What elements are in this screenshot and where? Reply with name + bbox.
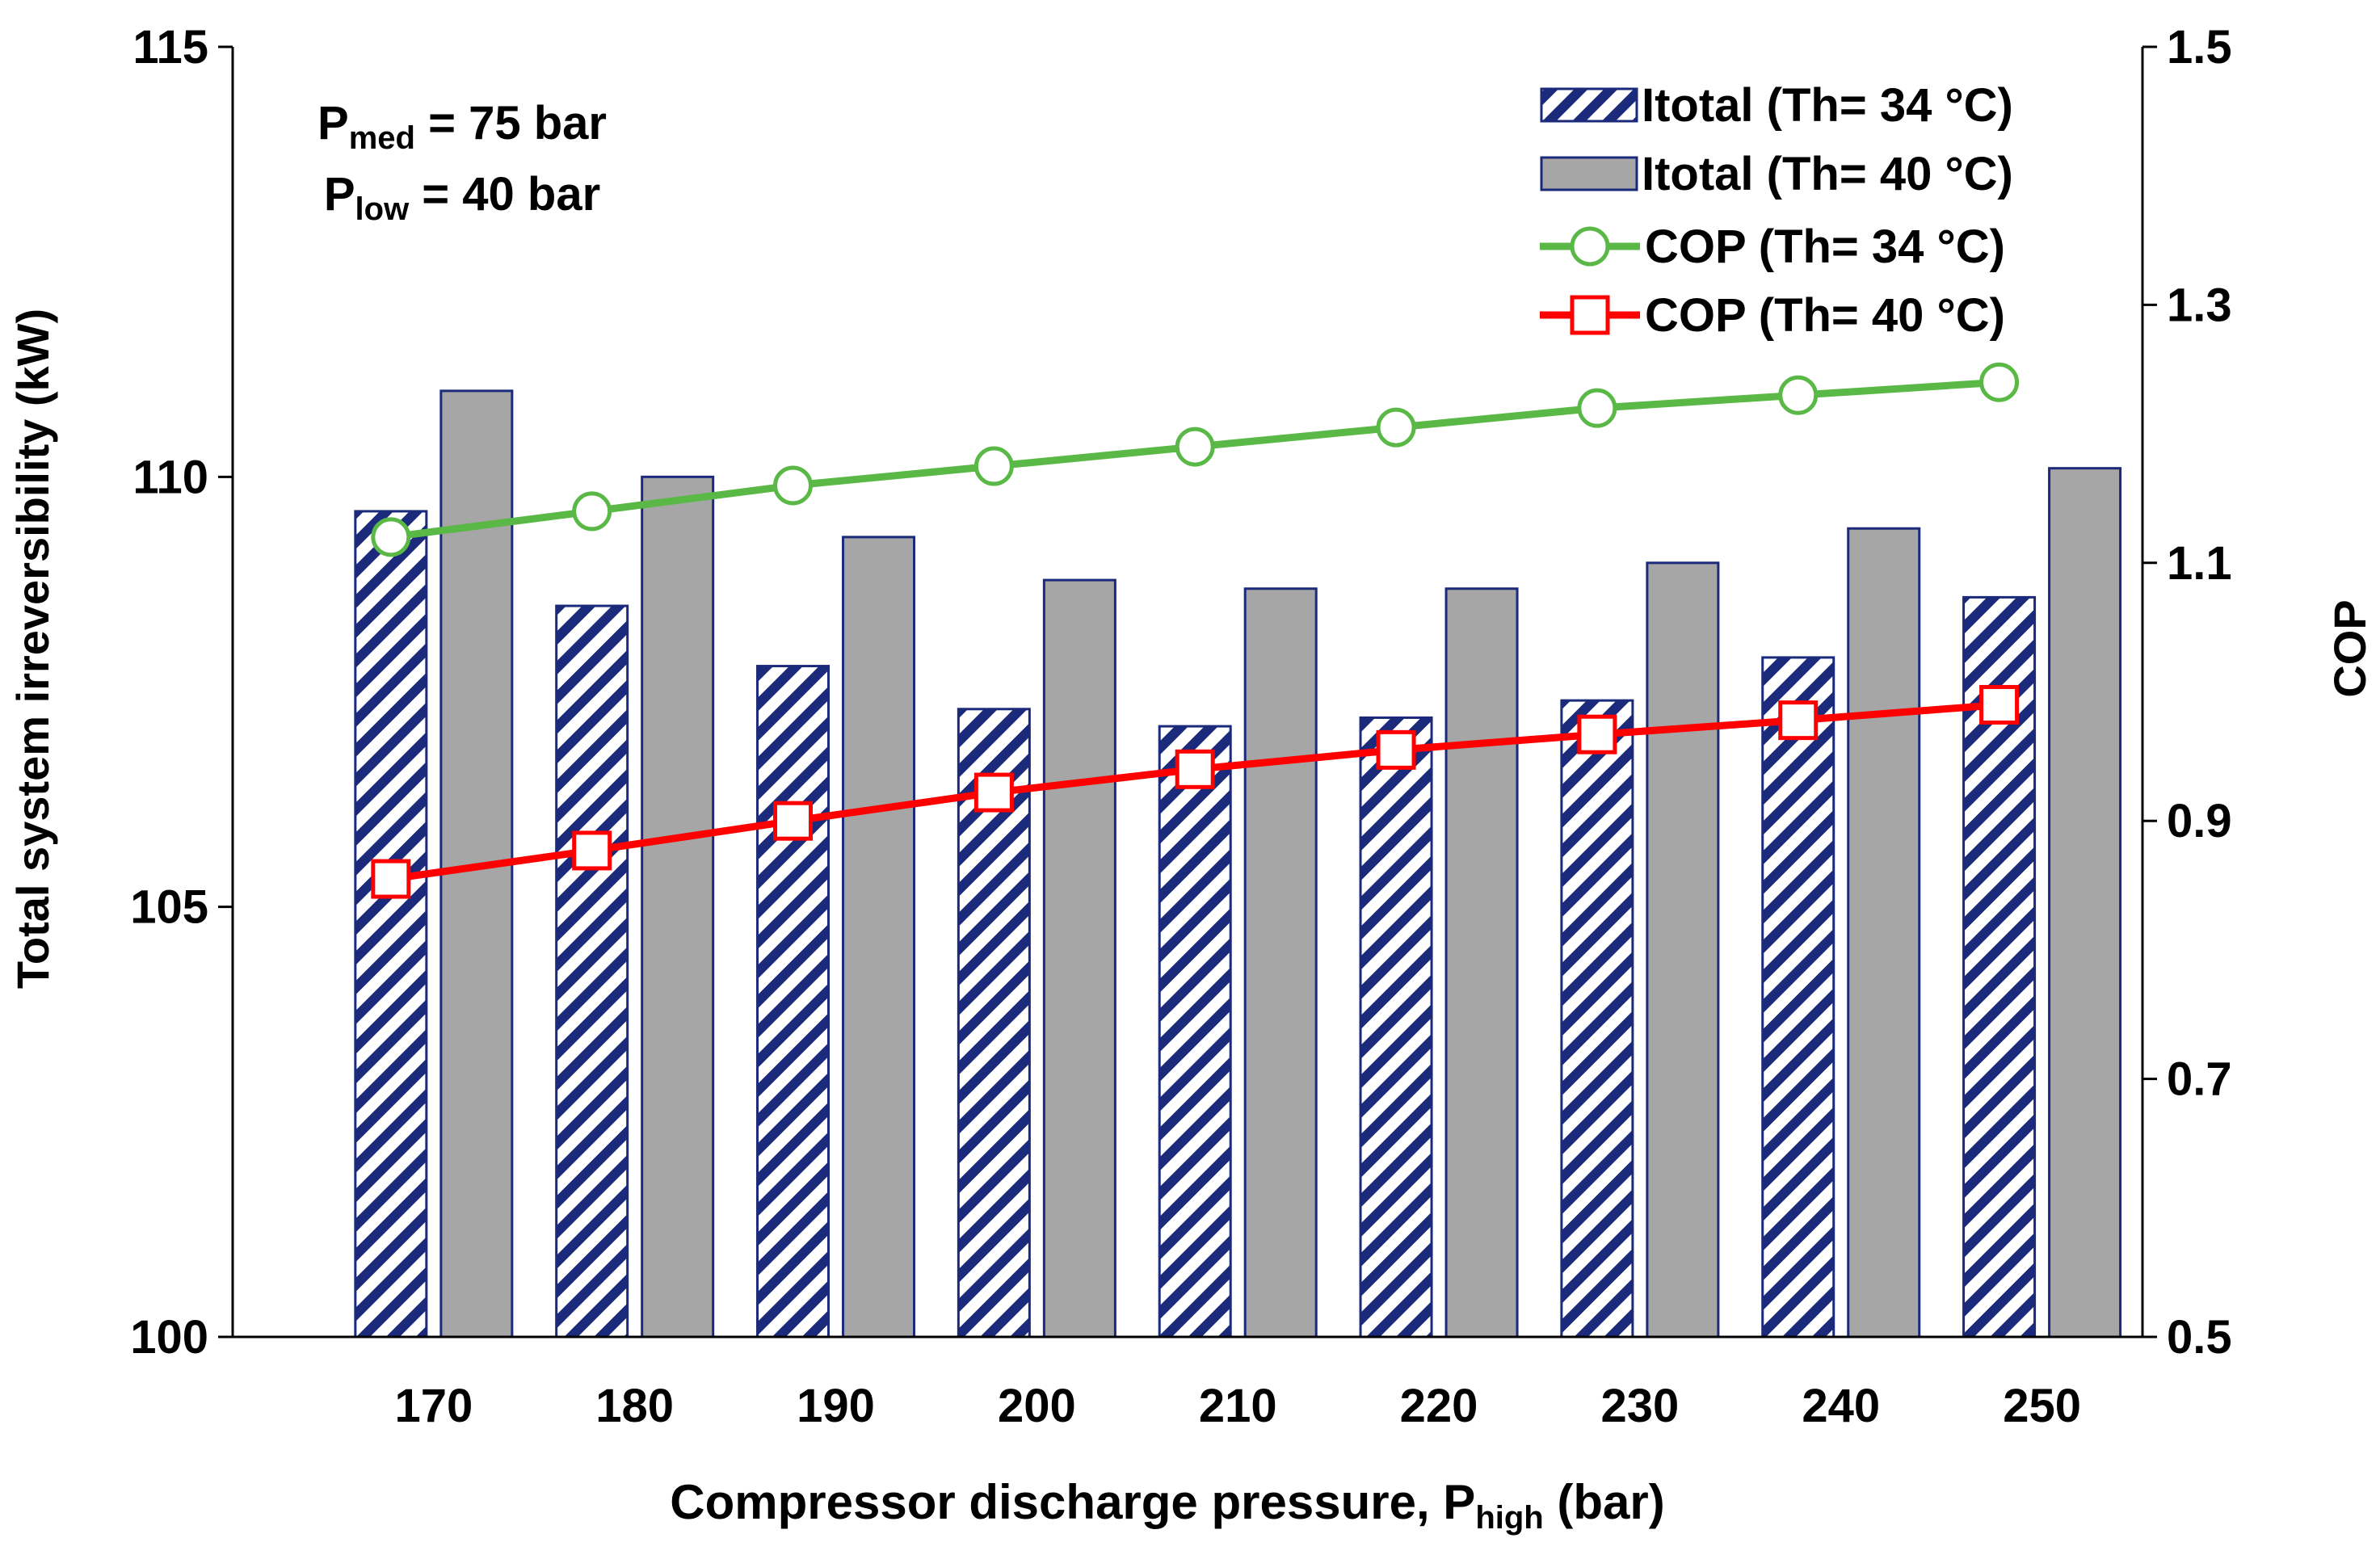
legend-label-itotal-40: Itotal (Th= 40 °C) (1642, 148, 2013, 200)
x-tick-250: 250 (2003, 1380, 2081, 1432)
x-tick-180: 180 (595, 1380, 674, 1432)
bar-itotal-40-230 (1646, 561, 1720, 1339)
y-right-tick-0.9: 0.9 (2167, 795, 2232, 847)
bars-itotal-40 (439, 389, 2122, 1339)
legend-marker-cop-40 (1570, 295, 1610, 335)
point-cop-34-170 (371, 517, 411, 557)
legend-swatch-itotal-40 (1540, 156, 1638, 191)
axes (218, 45, 2157, 1339)
bar-itotal-34-230 (1560, 699, 1634, 1339)
bar-itotal-40-250 (2048, 467, 2122, 1339)
y-left-tick-105: 105 (130, 881, 208, 934)
x-tick-220: 220 (1400, 1380, 1478, 1432)
pressure-annotation: Pmed = 75 bar Plow = 40 bar (317, 97, 607, 227)
bar-itotal-40-210 (1243, 587, 1318, 1339)
point-cop-40-180 (572, 830, 612, 871)
point-cop-34-250 (1979, 362, 2020, 402)
bar-itotal-34-180 (555, 604, 629, 1339)
point-cop-40-200 (973, 772, 1014, 813)
y-right-tick-1.1: 1.1 (2167, 537, 2232, 590)
y-right-tick-1.3: 1.3 (2167, 279, 2232, 331)
x-axis-title: Compressor discharge pressure, Phigh (ba… (670, 1475, 1664, 1536)
tick-labels: 100 105 110 115 0.5 0.7 0.9 1.1 1.3 1.5 170 180 190 2… (130, 21, 2231, 1432)
bar-itotal-34-170 (354, 510, 428, 1339)
legend-label-cop-34: COP (Th= 34 °C) (1645, 221, 2005, 273)
bar-itotal-34-220 (1359, 716, 1433, 1339)
x-axis-title-sub: high (1475, 1500, 1543, 1536)
point-cop-40-190 (773, 801, 814, 841)
point-cop-34-220 (1376, 407, 1416, 448)
plot-area (354, 362, 2122, 1339)
y-axis-left-title: Total system irreversibility (kW) (7, 309, 58, 989)
point-cop-34-240 (1778, 375, 1819, 415)
x-tick-190: 190 (797, 1380, 875, 1432)
point-cop-34-210 (1175, 427, 1215, 467)
bar-itotal-40-200 (1042, 578, 1116, 1339)
y-right-tick-0.7: 0.7 (2167, 1053, 2232, 1106)
point-cop-40-170 (371, 859, 411, 899)
bars-itotal-34 (354, 510, 2037, 1339)
point-cop-40-220 (1376, 729, 1416, 770)
bar-itotal-40-180 (641, 475, 715, 1339)
x-axis-title-suffix: (bar) (1544, 1475, 1665, 1529)
bar-itotal-40-190 (842, 536, 916, 1339)
point-cop-40-230 (1577, 714, 1617, 754)
x-tick-200: 200 (998, 1380, 1076, 1432)
bar-itotal-34-200 (957, 708, 1031, 1339)
x-tick-210: 210 (1199, 1380, 1277, 1432)
annotation-plow: Plow = 40 bar (324, 168, 600, 227)
legend-swatch-itotal-34 (1540, 87, 1638, 123)
annotation-pmed: Pmed = 75 bar (317, 97, 607, 156)
cop-lines (371, 362, 2020, 899)
y-left-tick-110: 110 (132, 451, 208, 503)
x-axis-title-main: Compressor discharge pressure, P (670, 1475, 1475, 1529)
y-right-tick-1.5: 1.5 (2167, 21, 2232, 74)
y-left-tick-115: 115 (132, 21, 208, 74)
x-tick-240: 240 (1802, 1380, 1880, 1432)
bar-itotal-34-190 (756, 665, 830, 1339)
bar-itotal-40-220 (1444, 587, 1519, 1339)
y-axis-right-title: COP (2324, 599, 2375, 697)
point-cop-34-230 (1577, 388, 1617, 428)
point-cop-40-240 (1778, 700, 1819, 741)
point-cop-34-180 (572, 491, 612, 532)
legend-marker-cop-34 (1570, 226, 1610, 267)
point-cop-34-200 (973, 446, 1014, 486)
bar-itotal-40-240 (1847, 527, 1921, 1339)
bar-itotal-34-210 (1158, 725, 1232, 1339)
point-cop-40-250 (1979, 684, 2020, 725)
x-tick-170: 170 (394, 1380, 473, 1432)
legend: Itotal (Th= 34 °C) Itotal (Th= 40 °C) CO… (1540, 79, 2013, 342)
legend-label-cop-40: COP (Th= 40 °C) (1645, 289, 2005, 342)
point-cop-40-210 (1175, 749, 1215, 789)
point-cop-34-190 (773, 465, 814, 506)
x-tick-230: 230 (1601, 1380, 1680, 1432)
y-right-tick-0.5: 0.5 (2167, 1311, 2232, 1364)
legend-label-itotal-34: Itotal (Th= 34 °C) (1642, 79, 2013, 132)
y-left-tick-100: 100 (130, 1311, 208, 1364)
bar-itotal-34-240 (1761, 656, 1835, 1339)
